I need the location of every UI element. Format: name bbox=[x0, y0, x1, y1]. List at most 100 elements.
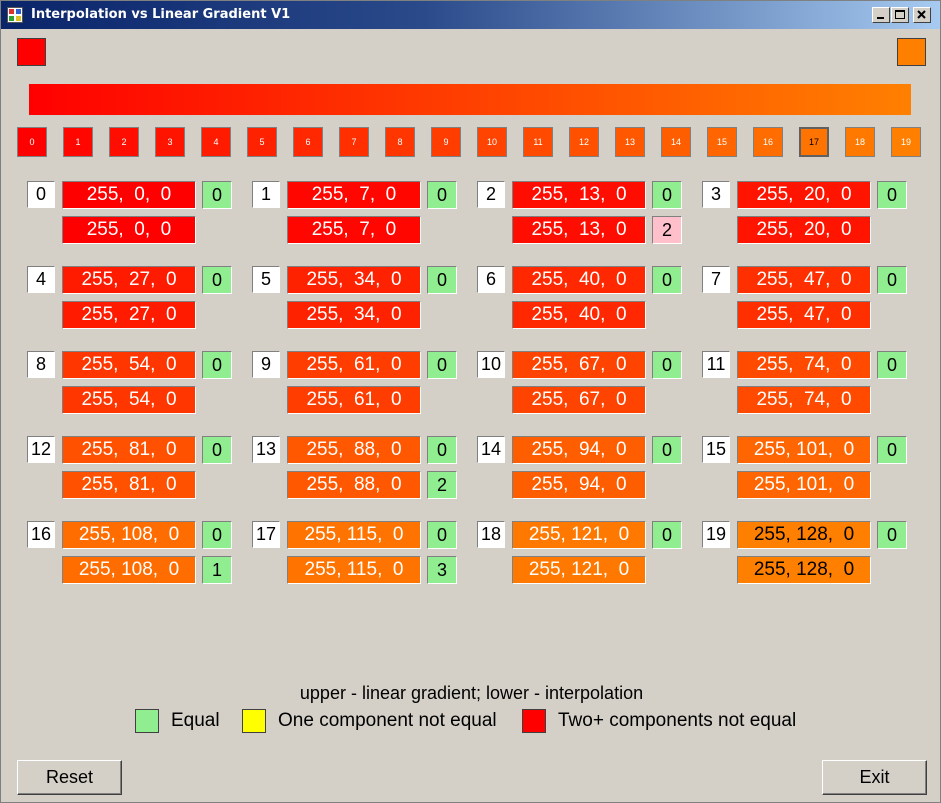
minimize-button[interactable] bbox=[872, 7, 890, 23]
linear-gradient-rgb: 255, 20, 0 bbox=[737, 181, 871, 209]
interpolation-rgb: 255, 61, 0 bbox=[287, 386, 421, 414]
upper-diff-badge: 0 bbox=[202, 521, 232, 549]
maximize-button[interactable] bbox=[891, 7, 909, 23]
title-bar[interactable]: Interpolation vs Linear Gradient V1 bbox=[1, 1, 940, 29]
cell-index: 10 bbox=[477, 351, 505, 378]
interpolation-rgb: 255, 20, 0 bbox=[737, 216, 871, 244]
cell-index: 2 bbox=[477, 181, 505, 208]
step-swatch-18[interactable]: 18 bbox=[845, 127, 875, 157]
step-swatch-14[interactable]: 14 bbox=[661, 127, 691, 157]
step-swatch-12[interactable]: 12 bbox=[569, 127, 599, 157]
upper-diff-badge: 0 bbox=[427, 351, 457, 379]
step-swatch-19[interactable]: 19 bbox=[891, 127, 921, 157]
step-swatch-16[interactable]: 16 bbox=[753, 127, 783, 157]
step-swatch-5[interactable]: 5 bbox=[247, 127, 277, 157]
cell-index: 17 bbox=[252, 521, 280, 548]
upper-diff-badge: 0 bbox=[652, 436, 682, 464]
legend-equal-swatch bbox=[135, 709, 159, 733]
cell-index: 16 bbox=[27, 521, 55, 548]
upper-diff-badge: 0 bbox=[427, 436, 457, 464]
interpolation-rgb: 255, 40, 0 bbox=[512, 301, 646, 329]
linear-gradient-rgb: 255, 47, 0 bbox=[737, 266, 871, 294]
upper-diff-badge: 0 bbox=[652, 521, 682, 549]
linear-gradient-rgb: 255, 27, 0 bbox=[62, 266, 196, 294]
cell-index: 18 bbox=[477, 521, 505, 548]
maximize-icon bbox=[895, 10, 905, 19]
step-swatch-10[interactable]: 10 bbox=[477, 127, 507, 157]
upper-diff-badge: 0 bbox=[202, 436, 232, 464]
cell-index: 0 bbox=[27, 181, 55, 208]
linear-gradient-rgb: 255, 115, 0 bbox=[287, 521, 421, 549]
close-icon bbox=[917, 10, 926, 19]
linear-gradient-rgb: 255, 7, 0 bbox=[287, 181, 421, 209]
legend-one-label: One component not equal bbox=[278, 710, 497, 731]
cell-index: 4 bbox=[27, 266, 55, 293]
upper-diff-badge: 0 bbox=[877, 351, 907, 379]
interpolation-rgb: 255, 74, 0 bbox=[737, 386, 871, 414]
step-swatch-11[interactable]: 11 bbox=[523, 127, 553, 157]
linear-gradient-rgb: 255, 128, 0 bbox=[737, 521, 871, 549]
upper-diff-badge: 0 bbox=[427, 181, 457, 209]
interpolation-rgb: 255, 47, 0 bbox=[737, 301, 871, 329]
lower-diff-badge: 1 bbox=[202, 556, 232, 584]
interpolation-rgb: 255, 81, 0 bbox=[62, 471, 196, 499]
step-swatch-4[interactable]: 4 bbox=[201, 127, 231, 157]
linear-gradient-rgb: 255, 121, 0 bbox=[512, 521, 646, 549]
interpolation-rgb: 255, 94, 0 bbox=[512, 471, 646, 499]
step-swatch-9[interactable]: 9 bbox=[431, 127, 461, 157]
linear-gradient-rgb: 255, 67, 0 bbox=[512, 351, 646, 379]
exit-button[interactable]: Exit bbox=[822, 760, 927, 795]
cell-index: 13 bbox=[252, 436, 280, 463]
interpolation-rgb: 255, 0, 0 bbox=[62, 216, 196, 244]
linear-gradient-rgb: 255, 81, 0 bbox=[62, 436, 196, 464]
start-color-swatch[interactable] bbox=[17, 38, 46, 66]
cell-index: 8 bbox=[27, 351, 55, 378]
window-title: Interpolation vs Linear Gradient V1 bbox=[31, 7, 291, 22]
interpolation-rgb: 255, 121, 0 bbox=[512, 556, 646, 584]
lower-diff-badge: 3 bbox=[427, 556, 457, 584]
interpolation-rgb: 255, 115, 0 bbox=[287, 556, 421, 584]
legend-equal-label: Equal bbox=[171, 710, 220, 731]
step-swatch-8[interactable]: 8 bbox=[385, 127, 415, 157]
legend-two-swatch bbox=[522, 709, 546, 733]
upper-diff-badge: 0 bbox=[202, 266, 232, 294]
cell-index: 5 bbox=[252, 266, 280, 293]
step-swatch-0[interactable]: 0 bbox=[17, 127, 47, 157]
interpolation-rgb: 255, 67, 0 bbox=[512, 386, 646, 414]
legend-one-swatch bbox=[242, 709, 266, 733]
step-swatch-1[interactable]: 1 bbox=[63, 127, 93, 157]
linear-gradient-rgb: 255, 88, 0 bbox=[287, 436, 421, 464]
step-swatch-6[interactable]: 6 bbox=[293, 127, 323, 157]
end-color-swatch[interactable] bbox=[897, 38, 926, 66]
step-swatch-13[interactable]: 13 bbox=[615, 127, 645, 157]
step-swatch-7[interactable]: 7 bbox=[339, 127, 369, 157]
upper-diff-badge: 0 bbox=[652, 266, 682, 294]
upper-diff-badge: 0 bbox=[202, 181, 232, 209]
step-swatch-3[interactable]: 3 bbox=[155, 127, 185, 157]
interpolation-rgb: 255, 54, 0 bbox=[62, 386, 196, 414]
cell-index: 9 bbox=[252, 351, 280, 378]
linear-gradient-rgb: 255, 61, 0 bbox=[287, 351, 421, 379]
reset-button[interactable]: Reset bbox=[17, 760, 122, 795]
upper-diff-badge: 0 bbox=[877, 266, 907, 294]
step-swatch-15[interactable]: 15 bbox=[707, 127, 737, 157]
interpolation-rgb: 255, 101, 0 bbox=[737, 471, 871, 499]
step-swatch-2[interactable]: 2 bbox=[109, 127, 139, 157]
interpolation-rgb: 255, 7, 0 bbox=[287, 216, 421, 244]
upper-diff-badge: 0 bbox=[202, 351, 232, 379]
minimize-icon bbox=[877, 17, 884, 19]
close-button[interactable] bbox=[913, 7, 931, 23]
step-swatch-17[interactable]: 17 bbox=[799, 127, 829, 157]
linear-gradient-rgb: 255, 40, 0 bbox=[512, 266, 646, 294]
lower-diff-badge: 2 bbox=[427, 471, 457, 499]
linear-gradient-rgb: 255, 13, 0 bbox=[512, 181, 646, 209]
legend-caption: upper - linear gradient; lower - interpo… bbox=[299, 683, 644, 703]
linear-gradient-rgb: 255, 34, 0 bbox=[287, 266, 421, 294]
upper-diff-badge: 0 bbox=[652, 351, 682, 379]
